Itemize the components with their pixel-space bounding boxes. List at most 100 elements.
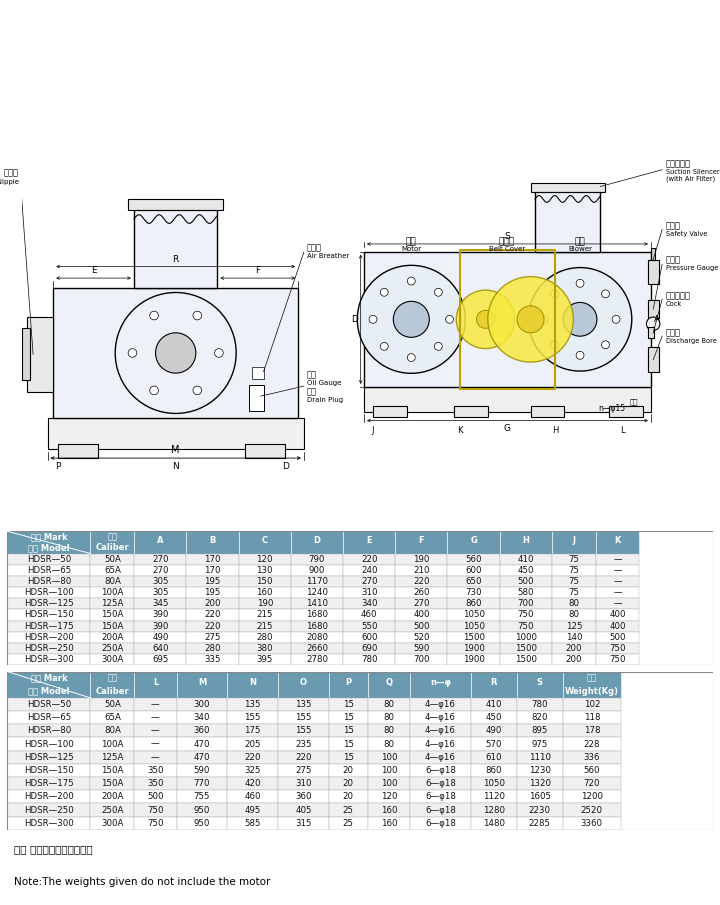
Text: 100A: 100A <box>101 588 124 597</box>
Text: 160: 160 <box>381 805 397 814</box>
Bar <box>7 724 91 738</box>
Bar <box>91 816 134 830</box>
Text: 305: 305 <box>152 577 168 586</box>
Bar <box>410 816 471 830</box>
Circle shape <box>528 268 632 371</box>
Text: E: E <box>91 266 96 275</box>
Bar <box>291 576 343 587</box>
Text: 75: 75 <box>568 588 580 597</box>
Text: 口径: 口径 <box>107 532 117 541</box>
Text: 200: 200 <box>565 644 582 653</box>
Circle shape <box>612 315 620 323</box>
Bar <box>595 632 639 643</box>
Bar <box>410 711 471 724</box>
Bar <box>343 621 395 632</box>
Text: 135: 135 <box>295 700 312 709</box>
Bar <box>517 764 562 777</box>
Bar <box>91 738 134 751</box>
Bar <box>134 750 176 764</box>
Bar <box>7 790 91 804</box>
Text: 220: 220 <box>361 555 377 564</box>
Bar <box>329 672 368 698</box>
Bar <box>186 621 238 632</box>
Bar <box>448 654 500 665</box>
Text: 550: 550 <box>361 622 377 631</box>
Text: 80: 80 <box>384 713 395 722</box>
Text: 700: 700 <box>518 599 534 608</box>
Text: Safety Valve: Safety Valve <box>665 231 707 237</box>
Text: 490: 490 <box>485 727 502 736</box>
Bar <box>91 724 134 738</box>
Bar <box>364 386 651 412</box>
Text: 25: 25 <box>343 805 354 814</box>
Bar <box>291 598 343 609</box>
Bar <box>562 764 621 777</box>
Text: 15: 15 <box>343 700 354 709</box>
Text: 130: 130 <box>256 566 273 575</box>
Text: HDSR—125: HDSR—125 <box>24 753 73 762</box>
Bar <box>134 609 186 621</box>
Text: 235: 235 <box>295 739 312 748</box>
Text: 6—φ18: 6—φ18 <box>425 766 456 775</box>
Text: Grease Nipple: Grease Nipple <box>0 178 19 185</box>
Text: 585: 585 <box>245 819 261 828</box>
Bar <box>228 738 278 751</box>
Bar <box>471 672 517 698</box>
Bar <box>500 554 552 565</box>
Text: 300A: 300A <box>101 655 124 664</box>
Text: 250A: 250A <box>101 805 124 814</box>
Text: 2660: 2660 <box>306 644 328 653</box>
Text: 20: 20 <box>343 766 354 775</box>
Circle shape <box>446 315 454 323</box>
Bar <box>595 576 639 587</box>
Text: Caliber: Caliber <box>96 687 129 696</box>
Bar <box>228 764 278 777</box>
Text: 170: 170 <box>204 566 221 575</box>
Text: 750: 750 <box>518 622 534 631</box>
Text: 700: 700 <box>413 655 430 664</box>
Bar <box>517 816 562 830</box>
Bar <box>7 672 91 698</box>
Text: 950: 950 <box>194 805 210 814</box>
Bar <box>238 576 291 587</box>
Bar <box>7 764 91 777</box>
Text: 125A: 125A <box>101 599 124 608</box>
Text: P: P <box>55 462 60 472</box>
Text: 3360: 3360 <box>581 819 603 828</box>
Bar <box>134 531 186 554</box>
Text: Blower: Blower <box>568 246 592 252</box>
Text: 350: 350 <box>147 779 163 788</box>
Text: 1410: 1410 <box>306 599 328 608</box>
Text: 610: 610 <box>485 753 502 762</box>
Text: 280: 280 <box>256 633 273 642</box>
Text: 695: 695 <box>152 655 168 664</box>
Bar <box>238 632 291 643</box>
Bar <box>368 804 410 816</box>
Text: 1500: 1500 <box>515 655 537 664</box>
Circle shape <box>128 348 137 357</box>
Text: 150A: 150A <box>101 766 124 775</box>
Bar <box>91 711 134 724</box>
Bar <box>471 711 517 724</box>
Bar <box>91 565 134 576</box>
Text: 420: 420 <box>245 779 261 788</box>
Text: 470: 470 <box>194 739 210 748</box>
Bar <box>448 609 500 621</box>
Bar <box>91 531 134 554</box>
Bar <box>291 554 343 565</box>
Text: 15: 15 <box>343 727 354 736</box>
Bar <box>562 724 621 738</box>
Text: 140: 140 <box>565 633 582 642</box>
Bar <box>552 565 595 576</box>
Bar <box>176 698 228 711</box>
Bar <box>410 804 471 816</box>
Text: 1230: 1230 <box>528 766 551 775</box>
Circle shape <box>380 342 388 350</box>
Bar <box>7 576 91 587</box>
Text: n—φ15: n—φ15 <box>598 404 625 413</box>
Text: L: L <box>153 678 158 687</box>
Text: 200A: 200A <box>101 793 124 802</box>
Text: 118: 118 <box>583 713 600 722</box>
Text: R: R <box>490 678 497 687</box>
Text: 975: 975 <box>531 739 548 748</box>
